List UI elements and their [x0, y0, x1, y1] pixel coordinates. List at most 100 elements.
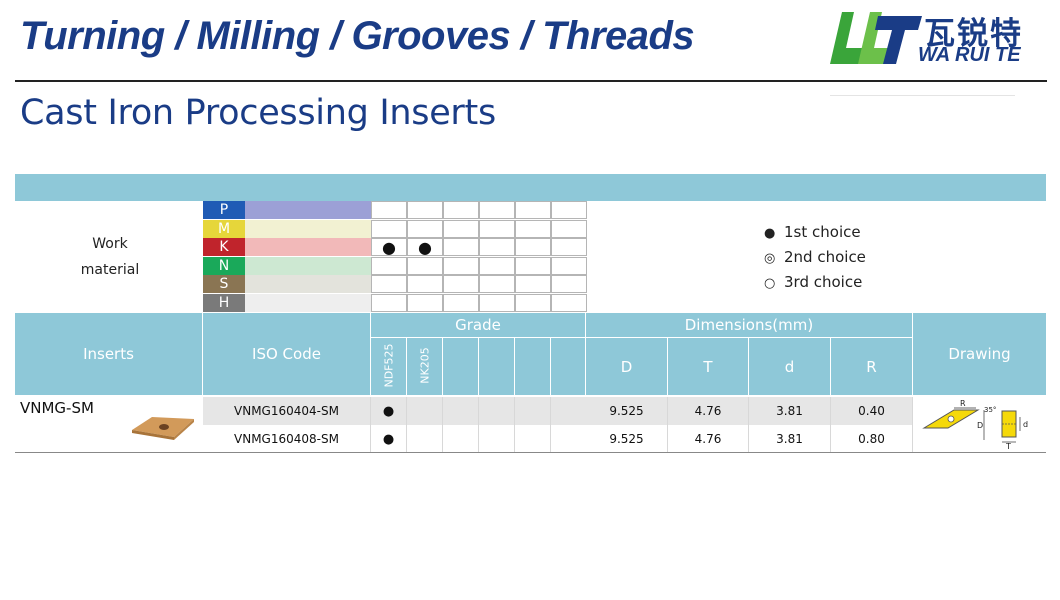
grade-suitability-cell — [443, 293, 479, 312]
material-code-m: M — [203, 219, 245, 238]
dimension-d-cell: 3.81 — [749, 425, 831, 453]
drawing-label-D: D — [977, 421, 983, 430]
dimension-R-cell: 0.80 — [831, 425, 913, 453]
column-header-drawing: Drawing — [913, 313, 1046, 395]
table-bottom-border — [15, 452, 1046, 453]
legend-second-choice: ◎ 2nd choice — [764, 248, 866, 266]
insert-photo-icon — [132, 417, 194, 440]
grade-suitability-cell — [515, 293, 551, 312]
drawing-label-angle: 35° — [984, 406, 996, 414]
legend-third-choice: ○ 3rd choice — [764, 273, 862, 291]
logo-mark-icon — [830, 12, 922, 64]
grade-mark-cell — [479, 397, 515, 425]
grade-mark-cell — [551, 425, 587, 453]
iso-code-cell: VNMG160404-SM — [203, 397, 371, 425]
first-choice-icon: ● — [764, 226, 776, 241]
dimension-d-cell: 3.81 — [749, 397, 831, 425]
grade-subcolumn-header — [479, 338, 515, 395]
grade-mark-cell — [515, 397, 551, 425]
grade-suitability-cell: ● — [407, 238, 443, 256]
grade-suitability-cell — [479, 275, 515, 293]
insert-technical-drawing: R 35° D d T — [922, 399, 1028, 450]
material-swatch — [245, 256, 371, 275]
grade-subcolumn-header — [515, 338, 551, 395]
column-header-d: d — [749, 338, 831, 395]
dimension-D-cell: 9.525 — [586, 425, 668, 453]
grade-suitability-cell — [479, 293, 515, 312]
drawing-label-R: R — [960, 399, 966, 408]
legend-first-choice: ● 1st choice — [764, 223, 861, 241]
grade-suitability-cell — [407, 275, 443, 293]
page-title: Cast Iron Processing Inserts — [20, 93, 496, 133]
iso-code-cell: VNMG160408-SM — [203, 425, 371, 453]
legend-label: 2nd choice — [784, 248, 866, 266]
grade-suitability-cell — [515, 256, 551, 275]
column-header-R: R — [831, 338, 913, 395]
grade-suitability-cell — [551, 256, 587, 275]
grade-subcolumn-header — [551, 338, 586, 395]
grade-suitability-cell — [551, 275, 587, 293]
column-header-D: D — [586, 338, 668, 395]
grade-mark-cell — [551, 397, 587, 425]
column-header-inserts: Inserts — [15, 313, 203, 395]
logo-chinese-text: 瓦锐特 — [924, 16, 1023, 52]
grade-mark-cell: ● — [371, 397, 407, 425]
dimension-R-cell: 0.40 — [831, 397, 913, 425]
grade-name: NK205 — [418, 347, 432, 384]
grade-mark-cell — [407, 397, 443, 425]
column-header-grade: Grade — [371, 313, 586, 338]
drawing-label-T: T — [1005, 442, 1011, 450]
grade-mark-cell — [443, 397, 479, 425]
grade-suitability-cell — [371, 275, 407, 293]
dimension-T-cell: 4.76 — [668, 425, 749, 453]
column-header-dimensions: Dimensions(mm) — [586, 313, 913, 338]
grade-suitability-cell — [515, 275, 551, 293]
grade-suitability-cell — [551, 293, 587, 312]
material-code-h: H — [203, 293, 245, 312]
grade-suitability-cell — [371, 201, 407, 219]
grade-subcolumn-header — [443, 338, 479, 395]
banner-title: Turning / Milling / Grooves / Threads — [20, 14, 695, 58]
third-choice-icon: ○ — [764, 276, 776, 291]
grade-suitability-cell — [551, 219, 587, 238]
grade-suitability-cell — [443, 275, 479, 293]
grade-mark-cell: ● — [371, 425, 407, 453]
header-divider — [15, 80, 1047, 82]
material-code-p: P — [203, 201, 245, 219]
column-header-iso-code: ISO Code — [203, 313, 371, 395]
work-material-label-line2: material — [80, 262, 140, 278]
grade-subcolumn-header — [407, 338, 443, 395]
table-row: VNMG160404-SM ● 9.525 4.76 3.81 0.40 — [15, 397, 1046, 425]
grade-suitability-cell — [443, 201, 479, 219]
grade-suitability-cell — [551, 201, 587, 219]
column-header-T: T — [668, 338, 749, 395]
material-code-s: S — [203, 275, 245, 293]
material-swatch — [245, 201, 371, 219]
material-swatch — [245, 219, 371, 238]
work-material-label-line1: Work — [92, 236, 128, 252]
material-code-k: K — [203, 238, 245, 256]
logo-english-text: WA RUI TE — [918, 44, 1021, 66]
legend-label: 3rd choice — [784, 273, 863, 291]
grade-suitability-cell — [479, 219, 515, 238]
material-swatch — [245, 238, 371, 256]
material-swatch — [245, 275, 371, 293]
table-row: VNMG160408-SM ● 9.525 4.76 3.81 0.80 — [15, 425, 1046, 453]
grade-suitability-cell — [407, 219, 443, 238]
grade-mark-cell — [515, 425, 551, 453]
table-top-bar — [15, 174, 1046, 201]
grade-name: NDF525 — [382, 343, 396, 388]
material-code-n: N — [203, 256, 245, 275]
grade-suitability-cell — [443, 219, 479, 238]
grade-suitability-cell — [407, 293, 443, 312]
grade-suitability-cell — [479, 201, 515, 219]
grade-suitability-cell — [515, 219, 551, 238]
grade-suitability-cell: ● — [371, 238, 407, 256]
decorative-line — [830, 95, 1015, 96]
grade-mark-cell — [443, 425, 479, 453]
grade-suitability-cell — [443, 238, 479, 256]
grade-suitability-cell — [407, 201, 443, 219]
grade-suitability-cell — [371, 219, 407, 238]
grade-suitability-cell — [515, 201, 551, 219]
grade-suitability-cell — [371, 256, 407, 275]
